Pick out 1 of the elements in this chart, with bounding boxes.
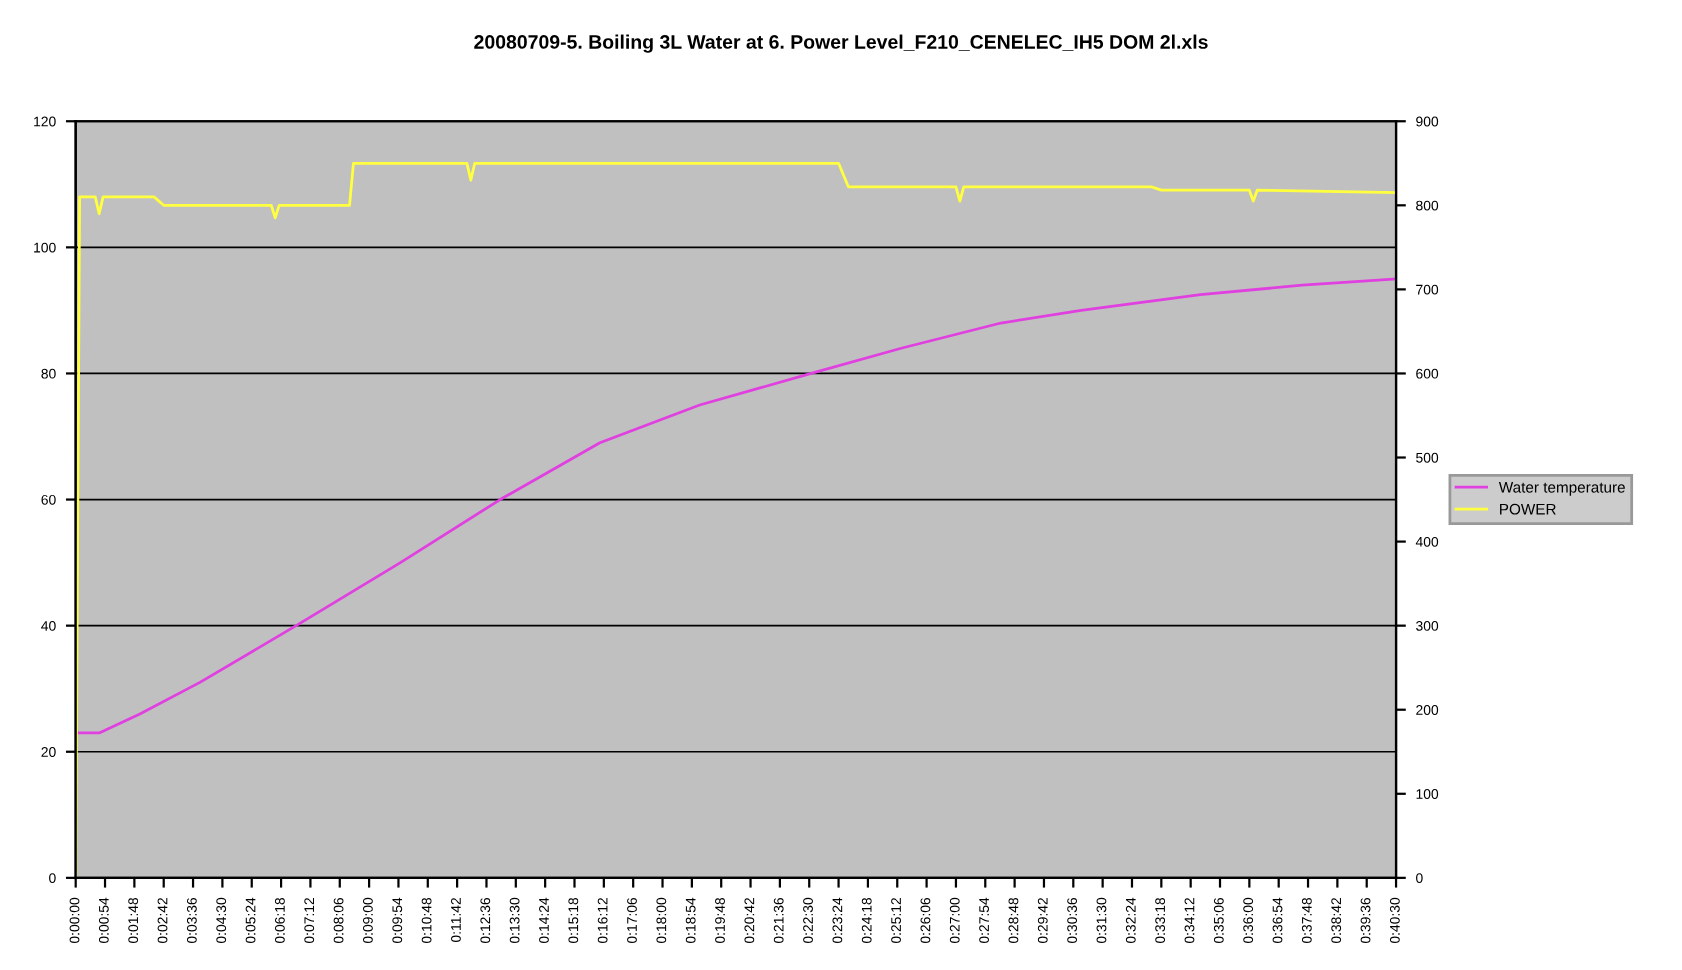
chart-title: 20080709-5. Boiling 3L Water at 6. Power Level_F210_CENELEC_IH5 DOM 2l.xls bbox=[474, 34, 1208, 53]
